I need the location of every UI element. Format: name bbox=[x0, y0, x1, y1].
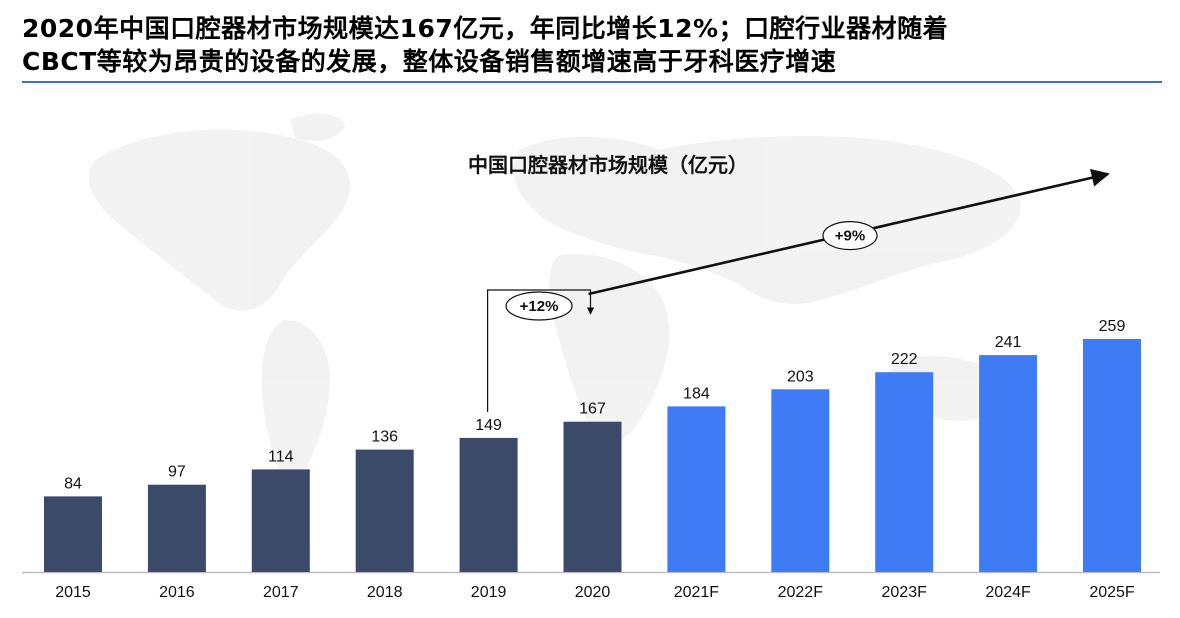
bar-value-label-2022F: 203 bbox=[787, 368, 814, 385]
bar-2021F bbox=[667, 406, 726, 572]
x-tick-label-2019: 2019 bbox=[471, 584, 507, 601]
bar-2025F bbox=[1083, 338, 1141, 572]
bar-value-label-2025F: 259 bbox=[1099, 318, 1126, 335]
bar-2016 bbox=[147, 484, 206, 572]
world-map-background bbox=[89, 113, 1021, 490]
bar-value-label-2017: 114 bbox=[268, 448, 294, 465]
x-tick-label-2024F: 2024F bbox=[985, 584, 1031, 601]
bar-2024F bbox=[979, 355, 1038, 572]
bar-value-label-2021F: 184 bbox=[683, 385, 710, 402]
headline: 2020年中国口腔器材市场规模达167亿元，年同比增长12%；口腔行业器材随着 … bbox=[22, 12, 1162, 78]
headline-line-1: 2020年中国口腔器材市场规模达167亿元，年同比增长12%；口腔行业器材随着 bbox=[22, 14, 949, 43]
x-tick-label-2025F: 2025F bbox=[1089, 584, 1135, 601]
growth-badge-9 bbox=[822, 220, 878, 251]
x-tick-label-2015: 2015 bbox=[55, 584, 91, 601]
x-tick-label-2020: 2020 bbox=[575, 584, 611, 601]
bar-2022F bbox=[771, 389, 830, 572]
bar-value-label-2018: 136 bbox=[371, 429, 398, 446]
bar-2017 bbox=[251, 469, 310, 572]
bar-value-label-2015: 84 bbox=[64, 475, 82, 492]
growth-label-12: +12% bbox=[520, 298, 559, 315]
bar-2015 bbox=[44, 496, 102, 572]
bar-value-label-2016: 97 bbox=[168, 464, 186, 481]
growth-label-9: +9% bbox=[835, 228, 865, 245]
bar-2019 bbox=[459, 437, 518, 572]
x-tick-label-2023F: 2023F bbox=[882, 584, 928, 601]
bar-2020 bbox=[563, 421, 622, 572]
x-tick-label-2018: 2018 bbox=[367, 584, 403, 601]
x-tick-label-2022F: 2022F bbox=[778, 584, 824, 601]
bar-value-label-2019: 149 bbox=[475, 417, 502, 434]
bar-value-label-2020: 167 bbox=[579, 401, 606, 418]
headline-line-2: CBCT等较为昂贵的设备的发展，整体设备销售额增速高于牙科医疗增速 bbox=[22, 47, 837, 76]
x-tick-label-2016: 2016 bbox=[159, 584, 195, 601]
bar-value-label-2024F: 241 bbox=[995, 334, 1022, 351]
header-divider bbox=[22, 81, 1162, 83]
bar-2018 bbox=[355, 449, 414, 572]
bar-value-label-2023F: 222 bbox=[891, 351, 918, 368]
chart-title: 中国口腔器材市场规模（亿元） bbox=[468, 153, 748, 177]
growth-bracket-12 bbox=[487, 289, 595, 412]
x-tick-label-2017: 2017 bbox=[263, 584, 299, 601]
x-tick-label-2021F: 2021F bbox=[674, 584, 720, 601]
growth-badge-12 bbox=[505, 291, 573, 321]
bar-2023F bbox=[875, 372, 934, 572]
